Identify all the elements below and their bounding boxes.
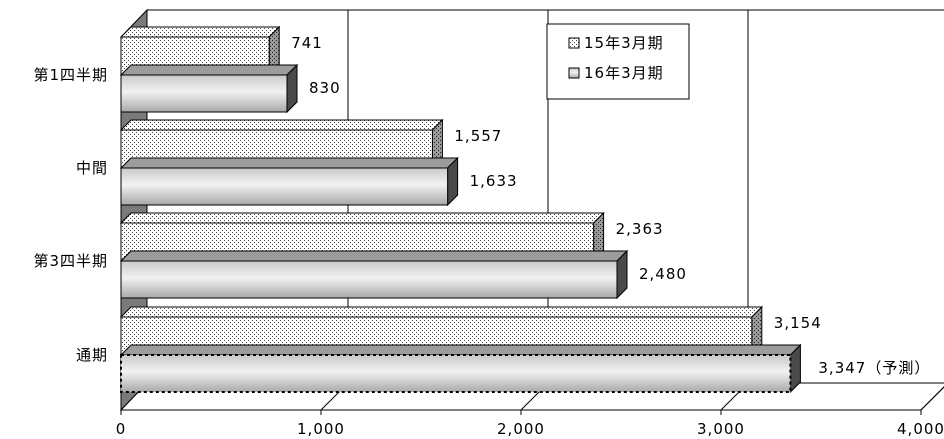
legend-box <box>546 23 690 100</box>
bar-top <box>119 212 605 224</box>
value-label: 1,633 <box>470 172 518 190</box>
value-label: 830 <box>309 79 341 97</box>
x-tick-label: 3,000 <box>697 420 745 438</box>
legend: 15年3月期 16年3月期 <box>546 23 690 100</box>
value-label: 1,557 <box>454 127 502 145</box>
category-label: 通期 <box>76 346 108 364</box>
x-tick-label: 1,000 <box>297 420 345 438</box>
legend-swatch <box>568 37 580 49</box>
x-tick-label: 4,000 <box>897 420 944 438</box>
bar-top <box>119 250 629 262</box>
bar-16 <box>119 63 299 114</box>
legend-swatch <box>568 67 580 79</box>
bars <box>119 25 802 394</box>
x-tick-label: 0 <box>116 420 127 438</box>
bar-16 <box>119 343 802 394</box>
bar-top <box>119 64 299 76</box>
bar-16 <box>119 156 459 207</box>
bar-top <box>119 26 281 38</box>
bar-top <box>119 157 459 169</box>
bar-top <box>119 344 802 356</box>
bar-top <box>119 119 444 131</box>
legend-label: 16年3月期 <box>584 64 664 82</box>
legend-label: 15年3月期 <box>584 34 664 52</box>
value-label: 2,480 <box>639 265 687 283</box>
bar-front <box>120 354 792 393</box>
value-label: 3,154 <box>774 314 822 332</box>
value-label: 3,347（予測） <box>818 359 930 377</box>
category-label: 中間 <box>76 159 108 177</box>
value-label: 2,363 <box>616 220 664 238</box>
category-label: 第1四半期 <box>33 66 108 84</box>
bar-top <box>119 306 764 318</box>
category-label: 第3四半期 <box>33 252 108 270</box>
labels: 0 1,000 2,000 3,000 4,000 第1四半期 741 830 中間 1,557 1… <box>33 34 944 438</box>
bar-16 <box>119 249 629 300</box>
value-label: 741 <box>291 34 323 52</box>
bar-front <box>120 74 288 113</box>
bar-front <box>120 167 449 206</box>
bar-front <box>120 260 618 299</box>
x-tick-label: 2,000 <box>497 420 545 438</box>
